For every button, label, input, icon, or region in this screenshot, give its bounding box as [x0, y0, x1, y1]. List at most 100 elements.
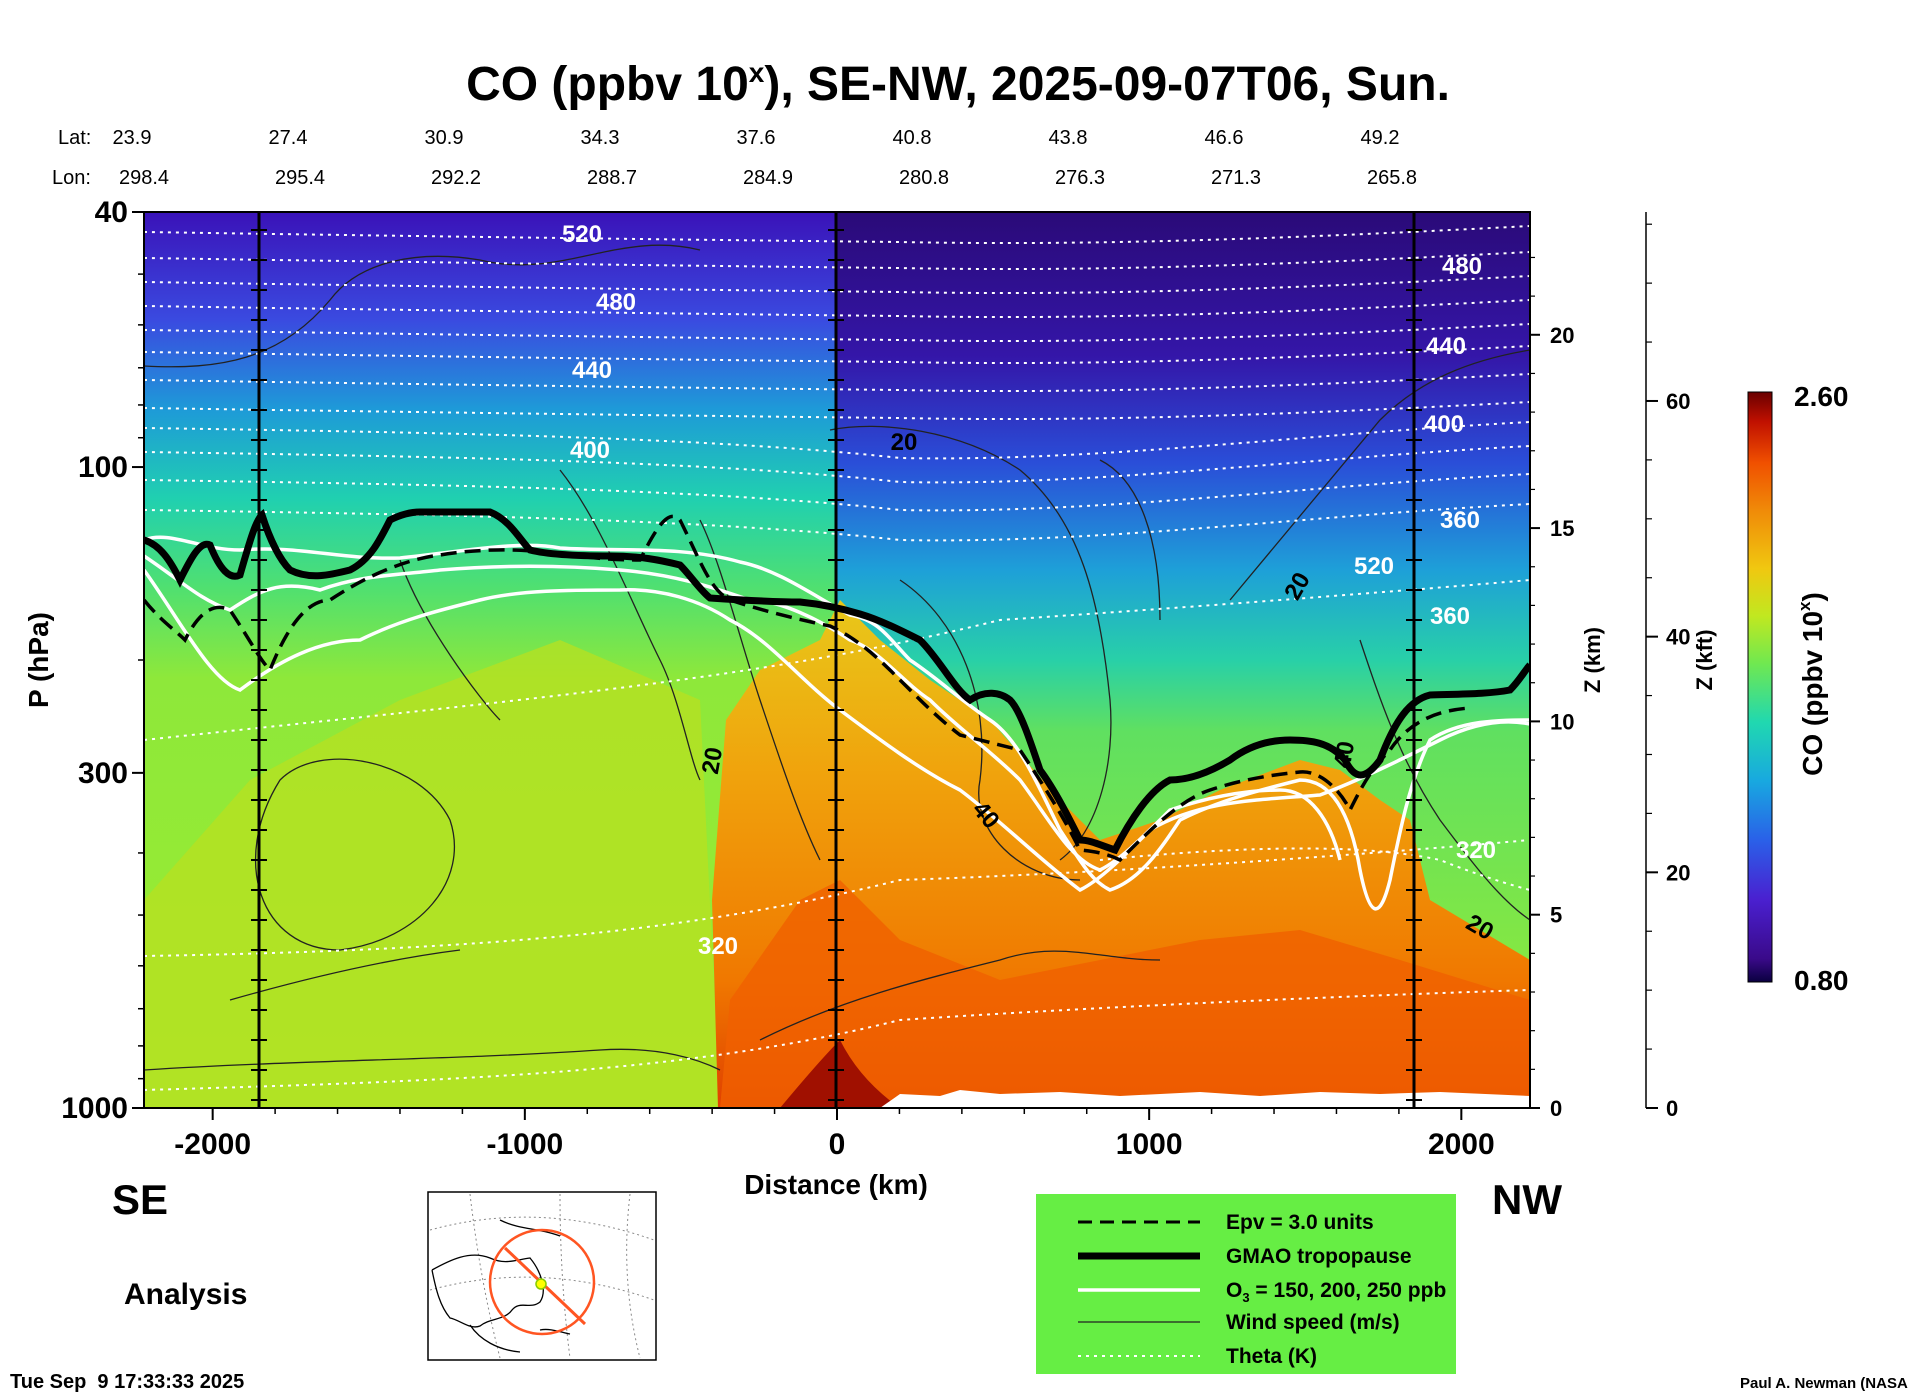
z-km-tick-label: 10: [1550, 709, 1574, 734]
theta-label: 520: [562, 221, 602, 248]
z-km-tick-label: 20: [1550, 323, 1574, 348]
theta-label: 360: [1440, 507, 1480, 534]
map-range-circle: [488, 1228, 596, 1336]
legend-epv-label: Epv = 3.0 units: [1226, 1211, 1374, 1234]
pressure-tick-label: 1000: [61, 1092, 128, 1125]
z-km-axis-label: Z (km): [1580, 627, 1605, 693]
z-km-axis: 0 5 10 15 20: [1530, 256, 1574, 1121]
pressure-tick-label: 300: [78, 757, 128, 790]
map-coastline: [469, 1324, 521, 1353]
legend: Epv = 3.0 units GMAO tropopause O3 = 150…: [1036, 1194, 1456, 1374]
theta-label: 320: [1456, 837, 1496, 864]
lon-tick-label: 284.9: [743, 167, 793, 189]
z-kft-axis-label: Z (kft): [1692, 629, 1717, 690]
z-km-tick-label: 15: [1550, 516, 1574, 541]
theta-label: 480: [1442, 253, 1482, 280]
distance-tick-label: -2000: [174, 1128, 251, 1161]
lon-tick-label: 298.4: [119, 167, 169, 189]
lat-lon-tick-labels: 23.9 27.4 30.9 34.3 37.6 40.8 43.8 46.6 49.2 298.…: [113, 127, 1418, 189]
z-kft-tick-label: 60: [1666, 389, 1690, 414]
lon-tick-label: 295.4: [275, 167, 325, 189]
legend-wind-label: Wind speed (m/s): [1226, 1311, 1400, 1334]
z-km-tick-label: 5: [1550, 903, 1562, 928]
theta-label: 400: [570, 437, 610, 464]
wind-contour: [399, 559, 501, 721]
wind-contour: [144, 1048, 721, 1071]
lat-tick-label: 49.2: [1361, 127, 1400, 149]
z-kft-tick-label: 0: [1666, 1096, 1678, 1121]
pressure-tick-label: 40: [95, 196, 128, 229]
map-center-marker: [535, 1278, 547, 1290]
legend-theta-label: Theta (K): [1226, 1345, 1317, 1368]
wind-contour: [229, 949, 461, 1001]
theta-contours: [144, 225, 1530, 1091]
lat-tick-label: 30.9: [425, 127, 464, 149]
distance-tick-label: 1000: [1116, 1128, 1183, 1161]
inset-map-frame: [427, 1191, 657, 1361]
theta-contour: [144, 579, 1530, 741]
theta-label: 360: [1430, 603, 1470, 630]
analysis-label: Analysis: [124, 1278, 247, 1311]
epv-line: [144, 514, 1471, 863]
colorbar: [1747, 391, 1773, 983]
o3-contour-200: [144, 554, 1342, 872]
map-graticule: [559, 1193, 571, 1359]
wind-contour: [1359, 639, 1530, 921]
distance-tick-label: 2000: [1428, 1128, 1495, 1161]
wind-contour: [899, 579, 1081, 881]
lon-row-label: Lon:: [52, 167, 91, 189]
direction-left-label: SE: [112, 1176, 168, 1223]
theta-label: 440: [1426, 333, 1466, 360]
wind-speed-contours: [144, 244, 1530, 1071]
legend-background: [1036, 1194, 1456, 1374]
co-region-plume-max: [780, 1040, 900, 1108]
lon-tick-label: 271.3: [1211, 167, 1261, 189]
colorbar-title: CO (ppbv 10x): [1795, 592, 1828, 776]
z-km-tick-label: 0: [1550, 1096, 1562, 1121]
legend-tropopause-label: GMAO tropopause: [1226, 1245, 1412, 1268]
theta-contour-labels: 520 480 440 400 360 360 400 440 480 520 320 320: [562, 221, 1496, 960]
theta-label: 400: [1424, 411, 1464, 438]
map-coastline: [539, 1328, 571, 1335]
lat-row-label: Lat:: [58, 127, 91, 149]
wind-contour: [1229, 349, 1530, 601]
author-credit: Paul A. Newman (NASA: [1740, 1375, 1908, 1392]
wind-contour: [559, 469, 701, 781]
distance-tick-label: -1000: [486, 1128, 563, 1161]
lon-tick-label: 288.7: [587, 167, 637, 189]
vertical-reference-lines: [257, 212, 1416, 1108]
lon-tick-label: 265.8: [1367, 167, 1417, 189]
wind-contour: [829, 425, 1112, 861]
vertical-line-tick-marks: [251, 229, 1422, 1101]
lat-tick-label: 40.8: [893, 127, 932, 149]
wind-contour: [1099, 459, 1161, 621]
wind-contour: [144, 244, 701, 368]
wind-speed-label: 20: [697, 745, 728, 776]
distance-axis: -2000 -1000 0 1000 2000: [174, 1108, 1495, 1161]
theta-contour: [144, 989, 1530, 1091]
lat-tick-label: 23.9: [113, 127, 152, 149]
wind-speed-label: 20: [891, 429, 918, 456]
legend-o3-label: O3 = 150, 200, 250 ppb: [1226, 1279, 1446, 1305]
wind-contour: [699, 519, 821, 861]
co-region-lower-left: [144, 640, 720, 1108]
pressure-axis-label: P (hPa): [23, 612, 54, 708]
theta-label: 520: [1354, 553, 1394, 580]
lat-tick-label: 34.3: [581, 127, 620, 149]
map-coastline: [499, 1219, 561, 1237]
lon-tick-label: 276.3: [1055, 167, 1105, 189]
lat-tick-label: 46.6: [1205, 127, 1244, 149]
wind-speed-label: 40: [1329, 739, 1360, 770]
pressure-axis: 40 100 300 1000: [61, 196, 144, 1125]
lat-tick-label: 43.8: [1049, 127, 1088, 149]
map-graticule: [626, 1193, 641, 1359]
theta-label: 440: [572, 357, 612, 384]
theta-label: 320: [698, 933, 738, 960]
distance-tick-label: 0: [829, 1128, 846, 1161]
z-kft-tick-label: 40: [1666, 625, 1690, 650]
distance-axis-label: Distance (km): [744, 1169, 928, 1200]
chart-title: CO (ppbv 10x), SE-NW, 2025-09-07T06, Sun…: [466, 57, 1450, 111]
theta-contour: [144, 839, 1530, 957]
pressure-tick-label: 100: [78, 451, 128, 484]
